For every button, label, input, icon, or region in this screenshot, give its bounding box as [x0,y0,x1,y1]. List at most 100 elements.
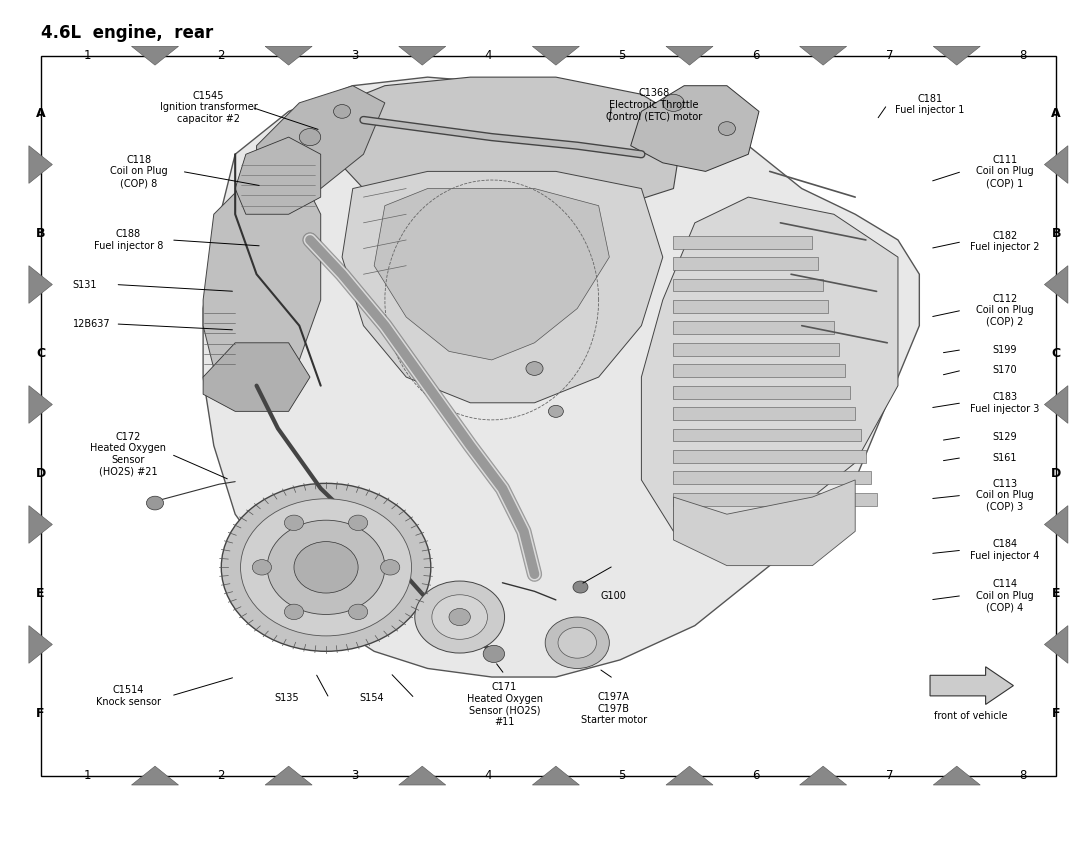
Polygon shape [374,189,609,360]
Text: 2: 2 [217,49,226,63]
Circle shape [483,645,505,662]
Polygon shape [131,766,179,785]
Circle shape [299,129,321,146]
Text: C1514
Knock sensor: C1514 Knock sensor [96,685,160,707]
Circle shape [558,627,597,658]
Text: 4: 4 [484,49,493,63]
Text: C184
Fuel injector 4: C184 Fuel injector 4 [971,539,1039,561]
Bar [673,407,855,420]
Text: C197A
C197B
Starter motor: C197A C197B Starter motor [580,692,647,725]
Polygon shape [203,77,919,677]
Text: front of vehicle: front of vehicle [934,711,1007,722]
Circle shape [432,595,487,639]
Text: F: F [1052,706,1060,720]
Text: 4.6L  engine,  rear: 4.6L engine, rear [41,24,213,42]
Polygon shape [265,766,312,785]
Text: S199: S199 [993,345,1017,355]
Text: 1: 1 [83,49,92,63]
Circle shape [146,496,164,510]
Text: 3: 3 [352,769,358,782]
Text: C181
Fuel injector 1: C181 Fuel injector 1 [896,93,964,116]
Circle shape [267,520,385,614]
Bar [673,300,828,313]
Text: A: A [35,106,46,120]
Text: 5: 5 [619,769,625,782]
Text: C: C [1052,346,1060,360]
Circle shape [381,560,400,575]
Polygon shape [631,86,759,171]
Text: 2: 2 [217,769,226,782]
Polygon shape [1044,386,1068,423]
Bar [673,364,845,377]
Bar [673,343,839,356]
Polygon shape [1044,146,1068,183]
Text: C: C [36,346,45,360]
Polygon shape [203,171,321,386]
Text: 4: 4 [484,769,493,782]
Text: C172
Heated Oxygen
Sensor
(HO2S) #21: C172 Heated Oxygen Sensor (HO2S) #21 [90,432,167,476]
Polygon shape [235,137,321,214]
Text: A: A [1051,106,1062,120]
Circle shape [334,105,351,118]
Circle shape [241,499,412,636]
Text: B: B [1052,226,1060,240]
Bar [673,321,834,334]
Bar [673,450,866,463]
Polygon shape [532,46,579,65]
Text: C118
Coil on Plug
(COP) 8: C118 Coil on Plug (COP) 8 [110,155,168,188]
Text: D: D [1051,466,1062,480]
Text: G100: G100 [601,590,626,601]
Polygon shape [29,626,52,663]
Polygon shape [257,86,385,197]
Polygon shape [131,46,179,65]
Text: S131: S131 [73,279,97,290]
Polygon shape [399,46,446,65]
Polygon shape [1044,626,1068,663]
Polygon shape [641,197,898,540]
Circle shape [545,617,609,668]
Text: D: D [35,466,46,480]
Text: 12B637: 12B637 [73,319,110,329]
Polygon shape [342,171,663,403]
Polygon shape [265,46,312,65]
Polygon shape [930,667,1013,704]
Polygon shape [1044,266,1068,303]
Text: C111
Coil on Plug
(COP) 1: C111 Coil on Plug (COP) 1 [976,155,1034,188]
Circle shape [294,542,358,593]
Text: C182
Fuel injector 2: C182 Fuel injector 2 [970,231,1040,253]
Text: 6: 6 [752,769,760,782]
Circle shape [415,581,505,653]
Circle shape [348,604,368,620]
Text: 3: 3 [352,49,358,63]
Text: C171
Heated Oxygen
Sensor (HO2S)
#11: C171 Heated Oxygen Sensor (HO2S) #11 [466,682,543,727]
Text: C112
Coil on Plug
(COP) 2: C112 Coil on Plug (COP) 2 [976,294,1034,327]
Bar [673,493,877,506]
Text: S129: S129 [992,432,1018,442]
Polygon shape [933,766,980,785]
Text: 5: 5 [619,49,625,63]
Circle shape [718,122,735,135]
Circle shape [284,515,304,530]
Polygon shape [331,77,684,214]
Bar [41,56,1056,776]
Text: 7: 7 [885,49,894,63]
Polygon shape [399,766,446,785]
Text: E: E [1052,586,1060,600]
Circle shape [221,483,431,651]
Polygon shape [29,506,52,543]
Text: C188
Fuel injector 8: C188 Fuel injector 8 [94,229,162,251]
Circle shape [284,604,304,620]
Polygon shape [666,766,713,785]
Circle shape [348,515,368,530]
Bar [673,471,871,484]
Text: S154: S154 [359,693,385,704]
Circle shape [548,405,563,417]
Circle shape [252,560,272,575]
Bar [673,279,823,291]
Text: S135: S135 [274,693,299,704]
Bar [673,428,861,441]
Text: S161: S161 [993,452,1017,463]
Circle shape [663,94,684,111]
Polygon shape [673,480,855,566]
Polygon shape [800,766,847,785]
